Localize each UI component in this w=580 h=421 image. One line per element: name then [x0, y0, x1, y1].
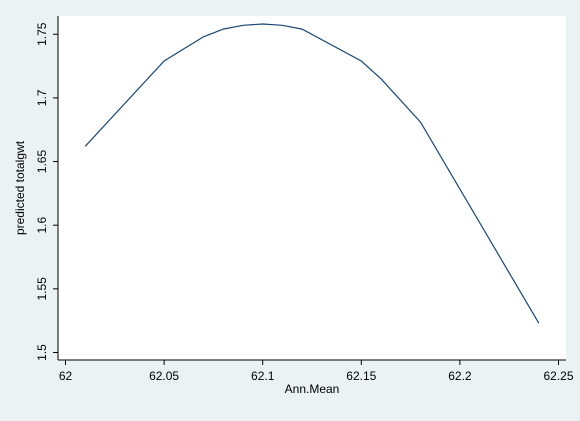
- y-axis-ticks: 1.5 1.55 1.6 1.65 1.7 1.75: [35, 22, 58, 361]
- x-axis-ticks: 62 62.05 62.1 62.15 62.2 62.25: [59, 360, 574, 383]
- y-tick-label: 1.7: [35, 89, 49, 106]
- y-tick-label: 1.5: [35, 344, 49, 361]
- y-tick-label: 1.55: [35, 277, 49, 301]
- y-tick-label: 1.6: [35, 217, 49, 234]
- x-tick-label: 62.05: [149, 369, 179, 383]
- x-tick-label: 62: [59, 369, 73, 383]
- x-tick-label: 62.25: [543, 369, 573, 383]
- x-tick-label: 62.15: [346, 369, 376, 383]
- plot-area: [58, 16, 566, 360]
- x-tick-label: 62.2: [448, 369, 472, 383]
- y-tick-label: 1.75: [35, 22, 49, 46]
- series-line: [84, 23, 540, 324]
- x-tick-label: 62.1: [251, 369, 275, 383]
- x-axis-title: Ann.Mean: [285, 382, 340, 396]
- y-tick-label: 1.65: [35, 150, 49, 174]
- y-axis-title: predicted totalgwt: [13, 140, 27, 235]
